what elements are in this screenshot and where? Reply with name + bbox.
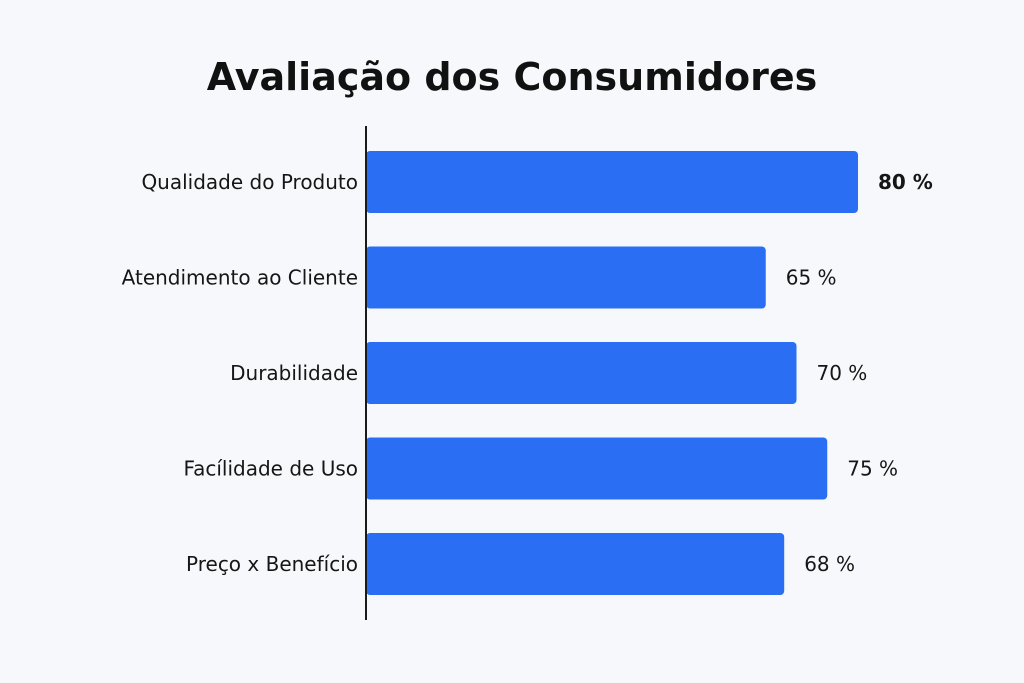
category-label-3: Facílidade de Uso xyxy=(183,457,358,481)
value-label-0: 80 % xyxy=(878,170,933,194)
value-label-4: 68 % xyxy=(804,552,855,576)
category-label-4: Preço x Benefício xyxy=(186,552,358,576)
chart-title: Avaliação dos Consumidores xyxy=(207,55,818,99)
bar-3 xyxy=(366,437,828,500)
value-label-1: 65 % xyxy=(786,266,837,290)
category-label-1: Atendimento ao Cliente xyxy=(122,266,358,290)
category-label-2: Durabilidade xyxy=(230,361,358,385)
bar-4 xyxy=(366,533,785,595)
category-label-0: Qualidade do Produto xyxy=(141,170,358,194)
bar-0 xyxy=(366,151,858,213)
value-label-2: 70 % xyxy=(817,361,868,385)
value-label-3: 75 % xyxy=(847,457,898,481)
bars-group: Qualidade do Produto 80 % Atendimento ao C… xyxy=(122,151,933,595)
bar-1 xyxy=(366,246,766,309)
bar-2 xyxy=(366,342,797,404)
